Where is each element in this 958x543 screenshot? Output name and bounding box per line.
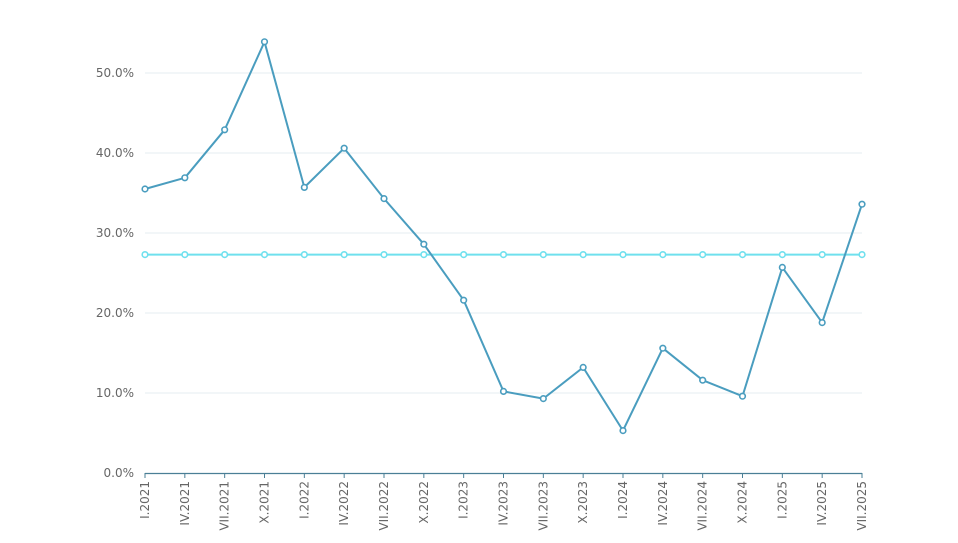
y-tick-label: 40.0% (96, 146, 134, 160)
y-tick-label: 50.0% (96, 66, 134, 80)
x-tick-label: I.2023 (457, 481, 471, 519)
data-point (619, 251, 627, 259)
y-axis: 0.0% 10.0% 20.0% 30.0% 40.0% 50.0% (96, 66, 134, 480)
y-tick-label: 20.0% (96, 306, 134, 320)
x-tick-label: IV.2022 (337, 481, 351, 526)
data-point (818, 319, 826, 327)
data-point (778, 263, 786, 272)
series-lines (141, 38, 866, 435)
data-point (738, 251, 747, 259)
data-point (221, 126, 229, 134)
y-tick-label: 0.0% (104, 466, 135, 480)
x-tick-label: VII.2022 (377, 481, 391, 531)
grid-lines (145, 72, 862, 394)
data-point (659, 251, 667, 259)
data-point (619, 427, 627, 435)
x-tick-label: VII.2023 (536, 481, 550, 531)
x-tick-label: X.2023 (576, 481, 590, 524)
data-point (778, 251, 786, 259)
series-line (144, 40, 863, 432)
x-tick-label: I.2021 (138, 481, 152, 519)
x-axis: I.2021 IV.2021 VII.2021 X.2021 I.2022 IV.2022… (138, 472, 869, 531)
data-point (340, 144, 348, 152)
data-point (340, 251, 348, 259)
data-point (579, 251, 587, 259)
x-tick-label: X.2024 (736, 481, 750, 524)
data-point (300, 251, 308, 259)
y-tick-label: 30.0% (96, 226, 134, 240)
x-tick-label: X.2022 (417, 481, 431, 524)
x-tick-label: IV.2021 (178, 481, 192, 526)
data-point (420, 240, 428, 248)
x-tick-label: IV.2025 (815, 481, 829, 526)
x-tick-label: VII.2021 (218, 481, 232, 531)
data-point (141, 251, 149, 259)
data-point (260, 38, 269, 46)
data-point (818, 251, 826, 259)
x-tick-label: IV.2023 (497, 481, 511, 526)
data-point (420, 251, 428, 259)
data-point (380, 251, 388, 259)
data-point (300, 183, 308, 191)
data-point (659, 344, 667, 352)
data-point (460, 296, 468, 304)
data-point (539, 395, 547, 403)
data-point (738, 392, 747, 400)
data-point (499, 387, 508, 396)
data-point (858, 251, 866, 259)
data-point (380, 195, 388, 203)
data-point (539, 251, 547, 259)
x-tick-label: VII.2024 (696, 481, 710, 531)
y-tick-label: 10.0% (96, 386, 134, 400)
data-point (260, 251, 269, 259)
x-tick-label: I.2025 (775, 481, 789, 519)
data-point (579, 363, 587, 372)
data-point (858, 200, 866, 208)
x-tick-label: X.2021 (258, 481, 272, 524)
data-point (699, 376, 707, 384)
data-point (460, 251, 468, 259)
x-tick-label: VII.2025 (855, 481, 869, 531)
data-point (221, 251, 229, 259)
data-point (141, 185, 149, 193)
data-point (499, 251, 508, 259)
data-point (181, 251, 189, 259)
data-point (181, 174, 189, 182)
x-tick-label: I.2022 (297, 481, 311, 519)
x-tick-label: I.2024 (616, 481, 630, 519)
x-tick-label: IV.2024 (656, 481, 670, 526)
data-point (699, 251, 707, 259)
